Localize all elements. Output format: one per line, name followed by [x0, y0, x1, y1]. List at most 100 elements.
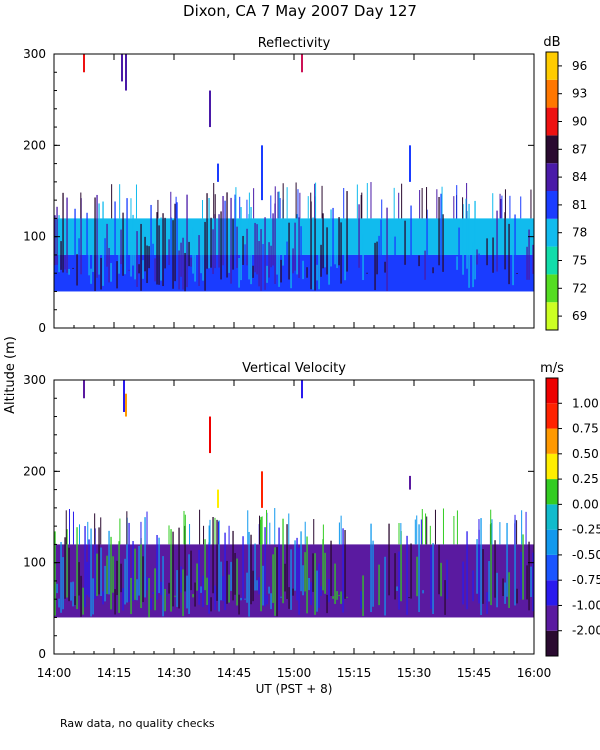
- echo-streak: [342, 528, 344, 613]
- echo-streak: [86, 561, 88, 595]
- echo-streak: [478, 529, 480, 604]
- echo-streak: [274, 203, 276, 284]
- echo-streak: [272, 213, 274, 266]
- echo-streak: [160, 581, 162, 595]
- echo-streak: [324, 552, 326, 594]
- colorbar-label: 0.50: [572, 447, 599, 461]
- echo-streak: [394, 236, 396, 282]
- echo-tuft: [400, 523, 402, 545]
- echo-tuft: [199, 509, 201, 545]
- echo-tuft: [130, 198, 132, 219]
- echo-streak: [108, 530, 110, 595]
- echo-streak: [112, 556, 114, 593]
- echo-streak: [188, 241, 190, 267]
- echo-streak: [230, 197, 232, 284]
- echo-streak: [500, 268, 502, 270]
- echo-streak: [378, 564, 380, 606]
- echo-streak: [152, 592, 154, 594]
- echo-tuft: [65, 510, 67, 545]
- echo-streak: [458, 227, 460, 284]
- echo-tuft: [499, 193, 501, 219]
- echo-streak: [98, 527, 100, 595]
- velocity-title: Vertical Velocity: [242, 361, 346, 376]
- echo-streak: [80, 575, 82, 617]
- echo-tuft: [140, 521, 142, 545]
- echo-streak: [306, 536, 308, 614]
- echo-tuft: [421, 508, 423, 545]
- echo-streak: [294, 540, 296, 591]
- echo-streak: [210, 597, 212, 612]
- echo-streak: [310, 201, 312, 290]
- echo-streak: [202, 223, 204, 281]
- velocity-data: [54, 380, 534, 618]
- echo-tuft: [521, 510, 523, 545]
- echo-tuft: [453, 515, 455, 545]
- echo-streak: [424, 250, 426, 280]
- echo-streak: [84, 267, 86, 276]
- echo-streak: [116, 560, 118, 596]
- echo-streak: [76, 254, 78, 286]
- echo-streak: [144, 236, 146, 272]
- echo-streak: [374, 242, 376, 291]
- echo-streak: [528, 229, 530, 280]
- echo-streak: [526, 565, 528, 600]
- echo-streak: [170, 529, 172, 612]
- echo-streak: [296, 214, 298, 275]
- echo-streak: [180, 566, 182, 593]
- echo-tuft: [393, 187, 395, 219]
- echo-streak: [506, 522, 508, 597]
- colorbar-swatch: [546, 107, 558, 136]
- colorbar-swatch: [546, 605, 558, 631]
- echo-streak: [532, 552, 534, 612]
- echo-streak: [386, 207, 388, 291]
- echo-streak: [278, 527, 280, 611]
- echo-streak: [334, 228, 336, 265]
- echo-streak: [264, 527, 266, 607]
- echo-streak: [362, 234, 364, 281]
- echo-tuft: [288, 513, 290, 545]
- echo-streak: [72, 267, 74, 269]
- echo-tuft: [366, 183, 368, 219]
- echo-streak: [166, 594, 168, 596]
- echo-streak: [210, 217, 212, 268]
- echo-tuft: [525, 511, 527, 545]
- echo-streak: [150, 598, 152, 610]
- echo-streak: [468, 203, 470, 288]
- echo-streak: [482, 549, 484, 604]
- echo-streak: [78, 562, 80, 596]
- echo-tuft: [398, 192, 400, 219]
- echo-tuft: [183, 510, 185, 545]
- y-tick-label: 100: [23, 556, 46, 570]
- echo-streak: [134, 548, 136, 600]
- echo-streak: [60, 241, 62, 270]
- echo-streak: [496, 210, 498, 272]
- echo-streak: [54, 531, 56, 616]
- echo-streak: [192, 594, 194, 598]
- echo-streak: [516, 588, 518, 604]
- echo-streak: [504, 212, 506, 270]
- echo-streak: [182, 569, 184, 617]
- echo-streak: [318, 563, 320, 608]
- echo-streak: [260, 517, 262, 612]
- echo-streak: [178, 250, 180, 290]
- echo-streak: [300, 531, 302, 592]
- echo-streak: [322, 213, 324, 269]
- echo-streak: [462, 561, 464, 605]
- echo-streak: [438, 196, 440, 266]
- echo-streak: [164, 588, 166, 612]
- echo-streak: [372, 540, 374, 607]
- echo-streak: [490, 522, 492, 606]
- y-tick-label: 200: [23, 464, 46, 478]
- echo-streak: [80, 198, 82, 275]
- echo-streak: [226, 560, 228, 604]
- echo-streak: [132, 541, 134, 601]
- echo-streak: [280, 596, 282, 598]
- echo-tuft: [208, 525, 210, 545]
- echo-streak: [280, 259, 282, 283]
- echo-streak: [162, 556, 164, 617]
- x-tick-label: 14:00: [37, 666, 72, 680]
- echo-streak: [472, 570, 474, 602]
- echo-streak: [56, 206, 58, 265]
- echo-tuft: [356, 184, 358, 219]
- echo-streak: [138, 545, 140, 596]
